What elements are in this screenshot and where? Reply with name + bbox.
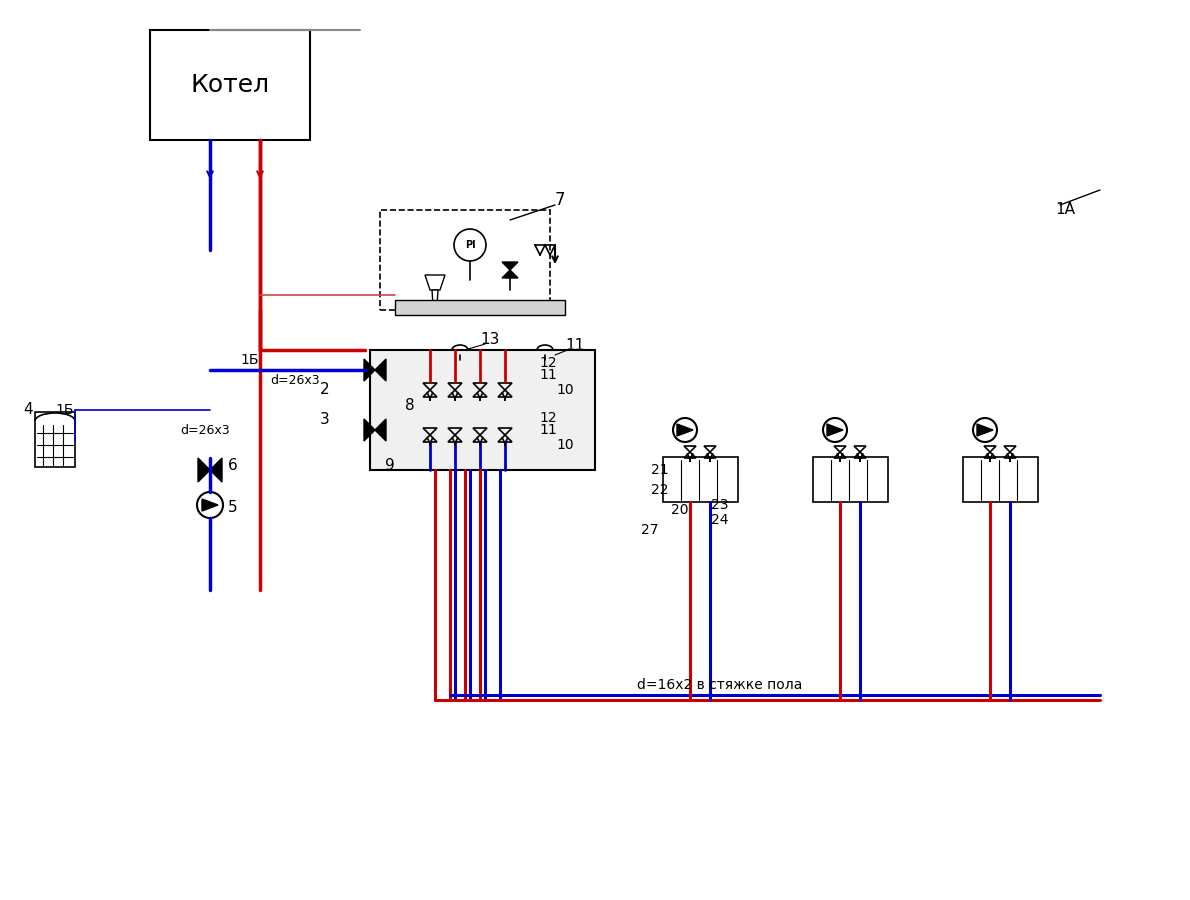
Text: 11: 11 <box>565 338 584 353</box>
Text: 6: 6 <box>228 457 238 472</box>
Polygon shape <box>364 419 375 441</box>
Text: 20: 20 <box>671 503 689 517</box>
Bar <box>813 457 888 502</box>
Text: Котел: Котел <box>190 73 270 97</box>
Text: 7: 7 <box>555 191 565 209</box>
Polygon shape <box>364 359 375 381</box>
Text: 21: 21 <box>651 463 669 477</box>
Text: PI: PI <box>464 240 475 250</box>
Polygon shape <box>977 424 992 436</box>
Polygon shape <box>502 262 518 270</box>
Text: 23: 23 <box>712 498 728 512</box>
Polygon shape <box>677 424 693 436</box>
Bar <box>150 30 311 140</box>
Text: 24: 24 <box>712 513 728 527</box>
Text: 22: 22 <box>651 483 669 497</box>
Text: 5: 5 <box>228 500 238 515</box>
Text: 8: 8 <box>405 398 415 412</box>
Polygon shape <box>209 458 223 482</box>
Bar <box>663 457 738 502</box>
Polygon shape <box>375 359 386 381</box>
Polygon shape <box>502 270 518 278</box>
Circle shape <box>674 418 697 442</box>
Polygon shape <box>827 424 843 436</box>
Polygon shape <box>425 275 445 290</box>
Text: 12: 12 <box>539 411 557 425</box>
Text: 13: 13 <box>481 332 500 347</box>
Text: 3: 3 <box>320 412 330 427</box>
Circle shape <box>198 492 223 518</box>
Text: 12: 12 <box>539 356 557 370</box>
Text: 1Б: 1Б <box>55 403 74 417</box>
Polygon shape <box>375 419 386 441</box>
Bar <box>370 350 595 470</box>
Text: 1А: 1А <box>1056 202 1075 218</box>
Text: 2: 2 <box>320 382 330 398</box>
Text: 10: 10 <box>556 438 574 452</box>
Bar <box>963 457 1038 502</box>
Circle shape <box>455 229 486 261</box>
Text: 4: 4 <box>23 402 33 418</box>
Bar <box>35 412 75 467</box>
Text: d=26x3: d=26x3 <box>270 374 320 386</box>
Polygon shape <box>198 458 209 482</box>
Circle shape <box>973 418 997 442</box>
Polygon shape <box>202 499 218 511</box>
Text: 9: 9 <box>386 457 395 472</box>
Bar <box>380 210 550 310</box>
Text: d=26x3: d=26x3 <box>180 424 230 436</box>
Text: 11: 11 <box>539 368 557 382</box>
Text: d=16x2 в стяжке пола: d=16x2 в стяжке пола <box>638 678 803 692</box>
Bar <box>395 300 565 315</box>
Text: 27: 27 <box>641 523 659 537</box>
Polygon shape <box>432 290 438 305</box>
Text: 10: 10 <box>556 383 574 397</box>
Circle shape <box>823 418 847 442</box>
Text: 11: 11 <box>539 423 557 437</box>
Text: 1Б: 1Б <box>240 353 258 367</box>
